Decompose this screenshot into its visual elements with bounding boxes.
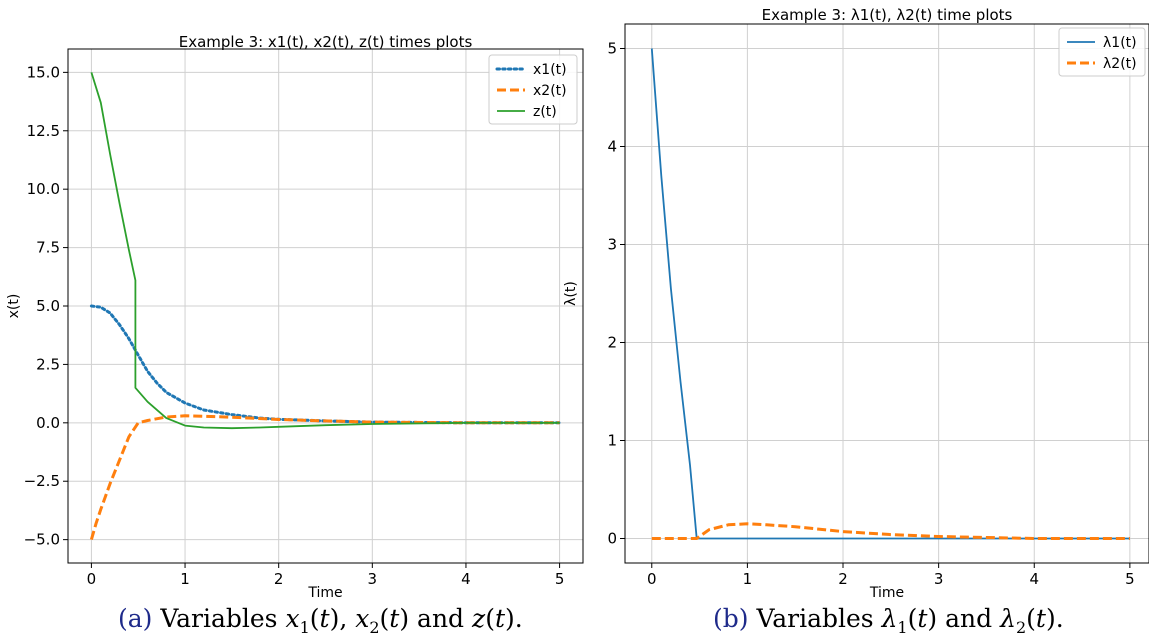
caption-separator: . [1055,604,1064,633]
chart-title: Example 3: λ1(t), λ2(t) time plots [762,6,1013,24]
x-tick-label: 4 [461,570,471,588]
variable-symbol: λ [1000,604,1016,633]
caption-tag: (b) [713,604,757,633]
y-axis-label: x(t) [6,294,22,319]
legend-label: λ1(t) [1103,35,1137,51]
y-tick-label: −2.5 [24,472,60,490]
caption-b: (b) Variables λ1(t) and λ2(t). [713,604,1064,637]
figure: 0 1 2 3 4 5 −5.0 −2.5 0.0 2.5 5.0 7.5 10.0 12.5 15.0 Ex… [6,6,1149,600]
legend: λ1(t) λ2(t) [1058,27,1146,77]
caption-variable: z(t) [472,604,515,633]
variable-subscript: 1 [897,618,908,637]
y-tick-label: 12.5 [27,122,60,140]
legend: x1(t) x2(t) z(t) [488,54,578,125]
legend-box [488,54,578,125]
variable-symbol: x [355,604,370,633]
variable-symbol: x [285,604,300,633]
y-axis-label: λ(t) [563,281,579,306]
variable-symbol: λ [881,604,898,633]
variable-subscript: 2 [369,618,380,637]
y-tick-label: 0 [607,530,617,548]
variable-arg: ) [1045,604,1056,633]
variable-arg-t: t [319,604,330,633]
y-tick-label: 2.5 [36,355,60,373]
x-tick-label: 1 [180,570,190,588]
variable-arg-t: t [494,604,505,633]
caption-separator: and [937,604,1001,633]
y-tick-label: 7.5 [36,239,60,257]
x-tick-label: 1 [743,570,753,588]
legend-label: x2(t) [533,83,567,99]
x-axis-label: Time [307,585,342,600]
legend-label: x1(t) [533,62,567,78]
variable-arg: ( [1026,604,1036,633]
caption-variable: x2(t) [355,604,410,637]
x-tick-label: 2 [838,570,848,588]
plot-frame [624,23,1149,564]
y-tick-label: 5.0 [36,297,60,315]
variable-arg-t: t [389,604,400,633]
variable-arg: ( [485,604,495,633]
y-tick-label: 5 [607,40,617,58]
caption-text: Variables [756,604,882,633]
caption-separator: and [409,604,473,633]
variable-subscript: 2 [1015,618,1027,637]
y-tick-label: 15.0 [27,63,60,81]
y-tick-label: 2 [607,334,617,352]
variable-arg: ) [329,604,340,633]
chart-a: 0 1 2 3 4 5 −5.0 −2.5 0.0 2.5 5.0 7.5 10.0 12.5 15.0 Ex… [6,33,584,600]
variable-arg-t: t [917,604,928,633]
chart-b: 0 1 2 3 4 5 0 1 2 3 4 5 Example 3: λ1(t), λ2(t) time… [563,6,1149,600]
x-tick-label: 4 [1029,570,1039,588]
series-line-1 [650,48,1130,540]
x-tick-label: 0 [647,570,657,588]
caption-variable: λ2(t) [1000,604,1056,637]
caption-separator: , [339,604,356,633]
y-tick-label: −5.0 [24,531,60,549]
y-tick-label: 0.0 [36,414,60,432]
x-tick-label: 2 [274,570,284,588]
series-line-2 [651,522,1130,540]
series-line-2 [89,414,560,541]
chart-title: Example 3: x1(t), x2(t), z(t) times plot… [179,33,473,51]
caption-a: (a) Variables x1(t), x2(t) and z(t). [118,604,523,637]
x-tick-label: 0 [87,570,97,588]
variable-subscript: 1 [299,618,310,637]
x-tick-label: 3 [934,570,944,588]
caption-separator: . [514,604,523,633]
variable-arg: ( [907,604,918,633]
series-line-1 [89,304,562,425]
variable-arg: ( [379,604,390,633]
y-tick-label: 10.0 [27,180,60,198]
caption-text: Variables [160,604,286,633]
x-axis-label: Time [869,585,904,600]
variable-symbol: z [472,604,486,633]
variable-arg: ) [399,604,410,633]
variable-arg-t: t [1035,604,1046,633]
variable-arg: ( [309,604,320,633]
x-tick-label: 5 [555,570,565,588]
caption-tag: (a) [118,604,161,633]
legend-label: λ2(t) [1103,56,1137,72]
y-tick-label: 3 [607,236,617,254]
legend-label: z(t) [533,104,557,120]
caption-variable: λ1(t) [881,604,938,637]
variable-arg: ) [927,604,938,633]
y-tick-label: 1 [607,432,617,450]
variable-arg: ) [505,604,515,633]
series-line-3 [90,72,560,430]
caption-variable: x1(t) [285,604,340,637]
y-tick-label: 4 [607,138,617,156]
x-tick-label: 3 [368,570,378,588]
x-tick-label: 5 [1125,570,1135,588]
